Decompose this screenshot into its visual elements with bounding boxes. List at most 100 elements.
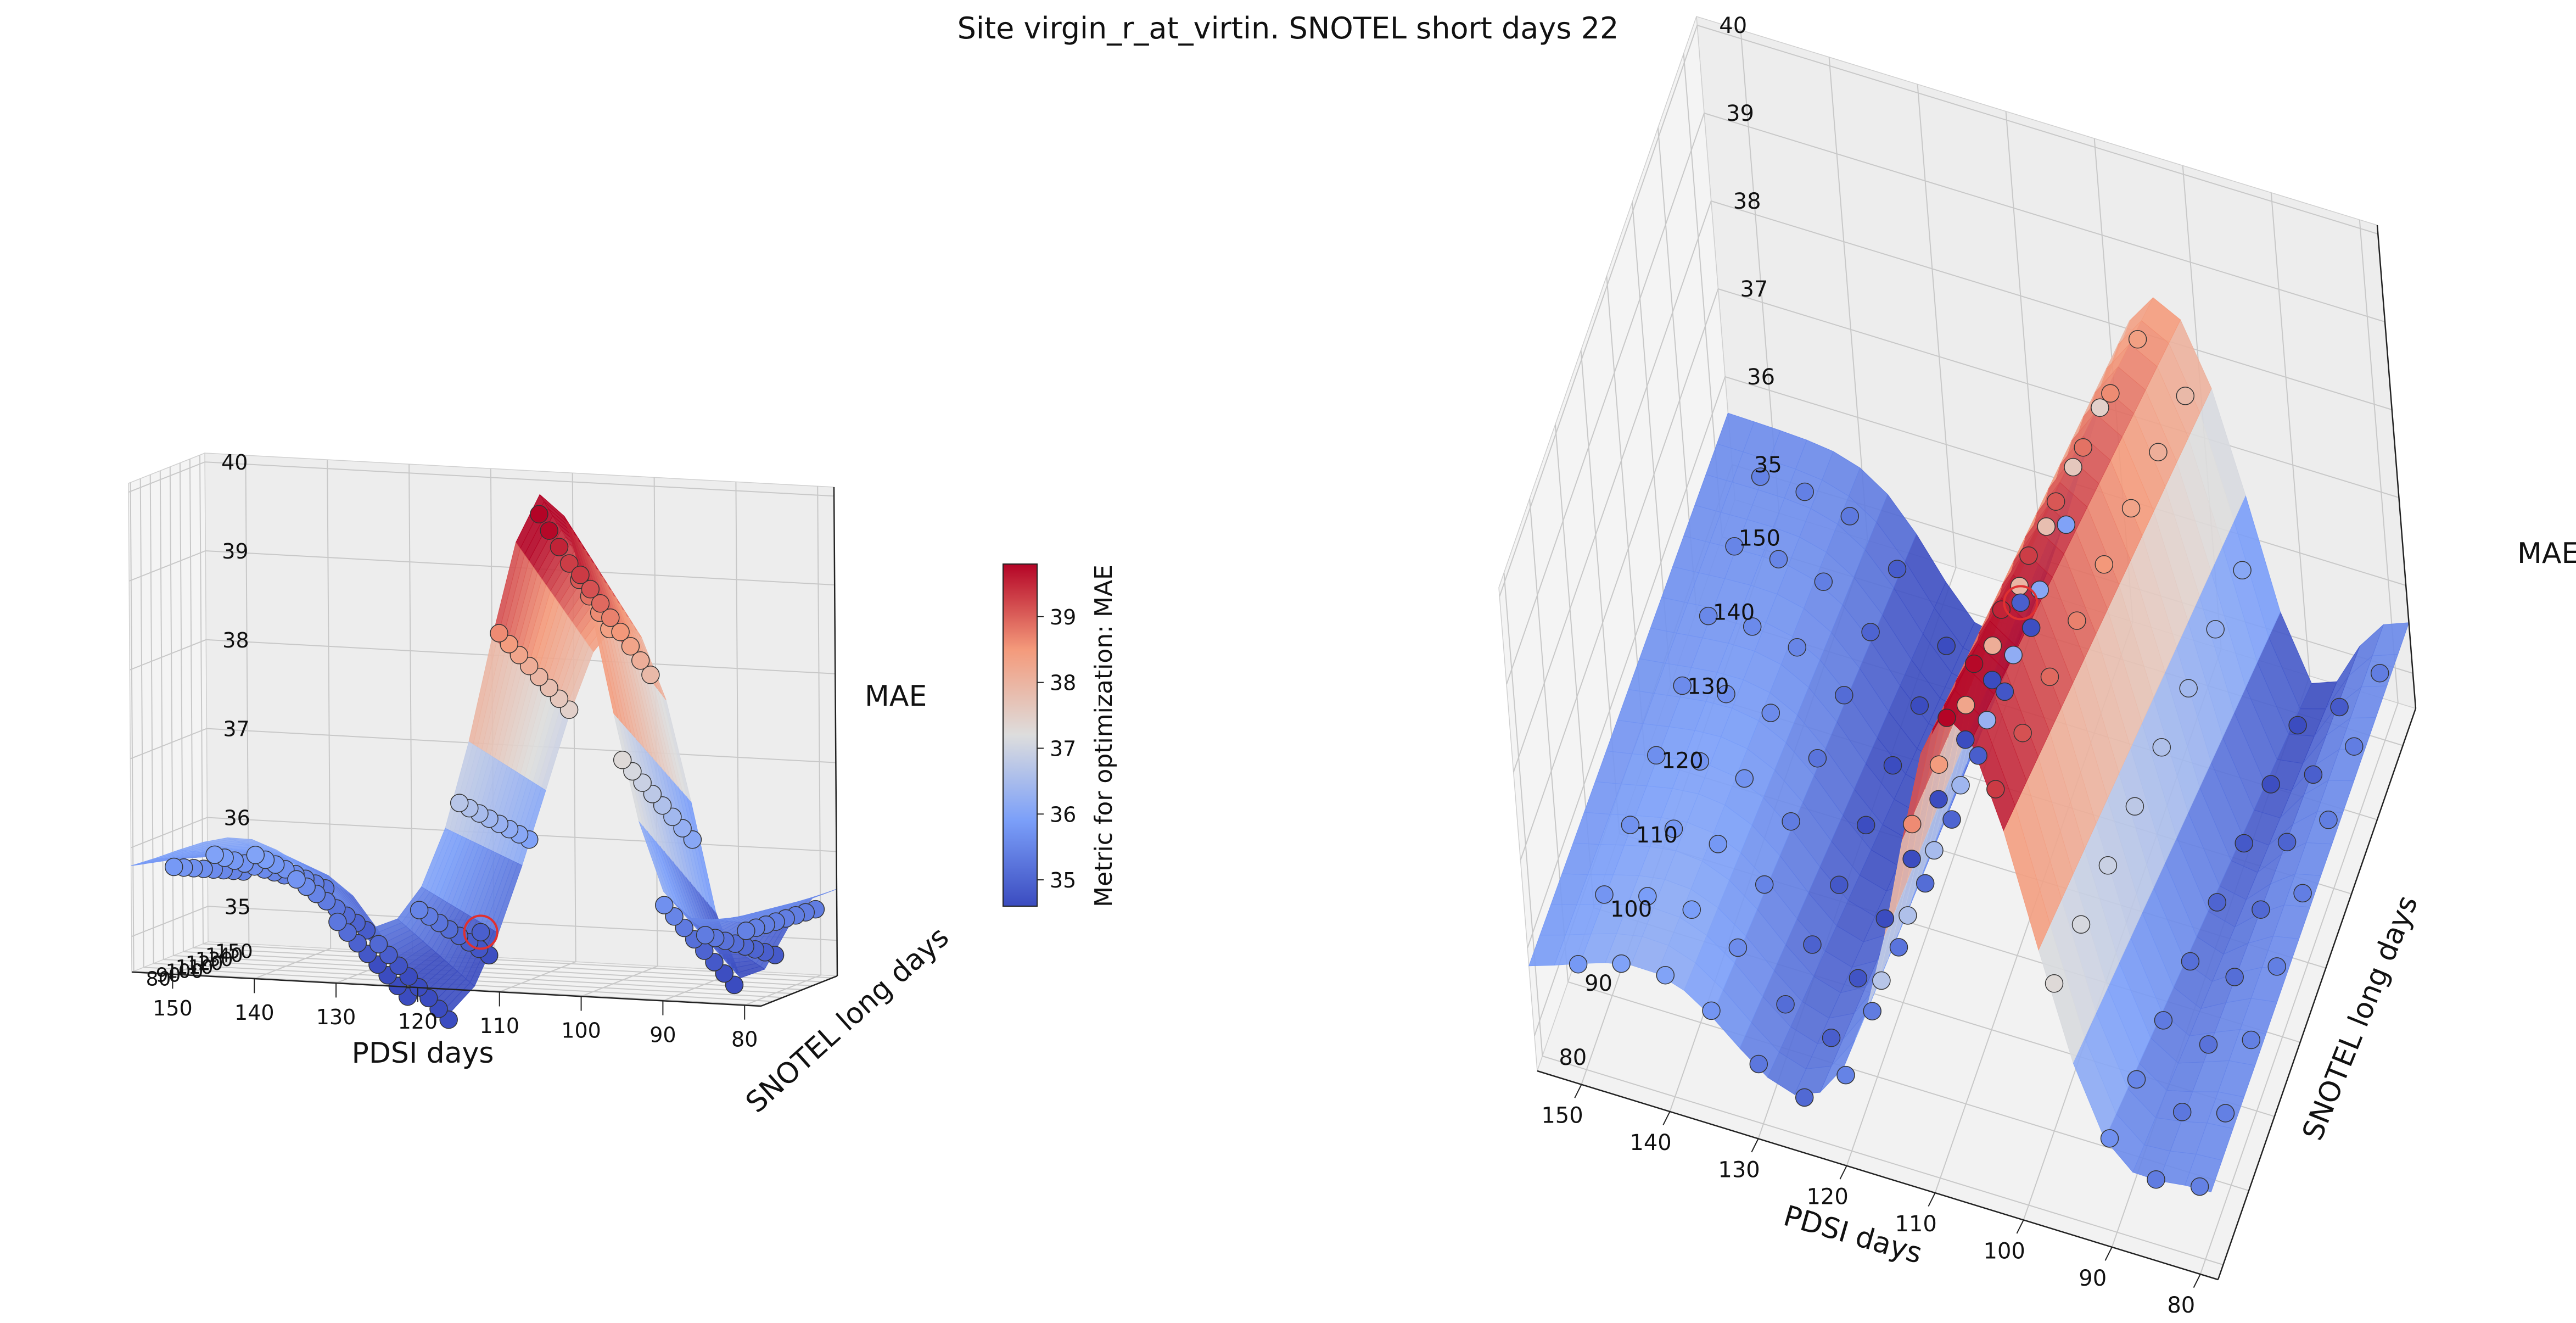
grid-line [1506,112,2385,685]
y-tick-label: 100 [166,960,204,983]
colorbar-gradient [1003,563,1038,907]
x-tick-label: 120 [1806,1185,1848,1210]
scatter-point [1836,1065,1855,1085]
left-3d-plot: 150 140 130 120 110 100 90 80809010011012013014… [128,450,955,1119]
z-tick-label: 38 [1733,189,1761,214]
grid-line [131,817,837,852]
scatter-point [581,580,600,599]
scatter-point [1755,875,1774,894]
scatter-point [611,623,630,641]
scatter-point [1910,696,1929,715]
scatter-point [2013,723,2032,743]
scatter-point [560,554,579,573]
x-tick-label: 150 [153,996,193,1020]
z-tick-label: 36 [1747,365,1775,390]
scatter-point [1889,938,1908,957]
scatter-point [1795,482,1814,501]
figure-title: Site virgin_r_at_virtin. SNOTEL short da… [957,11,1619,46]
x-tick [1839,1165,1847,1180]
scatter-point [1725,537,1744,556]
scatter-point [1749,1054,1768,1074]
x-axis-line [131,971,761,1007]
x-tick-label: 120 [398,1009,438,1034]
scatter-point [1942,810,1961,829]
x-tick-label: 140 [234,1001,275,1025]
scatter-point [1929,790,1948,809]
z-tick-label: 39 [222,539,248,563]
x-tick [1928,1192,1936,1207]
scatter-point [1709,835,1728,853]
scatter-point [631,651,650,670]
x-tick [1574,1084,1582,1098]
scatter-point [2181,952,2200,971]
scatter-point [1937,637,1956,655]
scatter-point [530,505,548,524]
scatter-point [2125,797,2144,816]
y-axis-line [2217,708,2417,1280]
grid-line [173,955,803,990]
y-tick-label: 140 [205,945,243,967]
z-tick-label: 40 [1719,13,1747,38]
scatter-point [328,912,347,931]
scatter-point [2304,765,2323,784]
scatter-point [1728,938,1748,957]
scatter-point [571,566,590,584]
scatter-point [2127,1070,2146,1089]
x-axis-line [1537,1070,2219,1281]
y-tick-label: 150 [1739,526,1780,551]
scatter-point [1769,550,1788,568]
y-tick-label: 80 [1559,1045,1587,1070]
z-tick-label: 37 [1740,277,1768,302]
scatter-point [2176,387,2195,405]
y-axis-line [760,975,838,1007]
scatter-point [1638,887,1657,906]
scatter-point [2252,900,2270,919]
scatter-point [2261,775,2280,794]
best-point [471,923,490,942]
scatter-point [1612,954,1631,973]
scatter-point [2074,438,2092,457]
scatter-point [2199,1035,2218,1054]
scatter-point [2235,834,2253,853]
scatter-point [2179,679,2198,698]
best-point-highlight [463,914,499,950]
scatter-point [369,935,388,953]
scatter-point [2128,330,2147,349]
scatter-point [2045,974,2064,993]
x-tick-label: 90 [649,1023,676,1047]
y-tick-label: 80 [146,968,171,991]
z-tick-label: 35 [1754,453,1782,478]
scatter-point [450,794,469,812]
scatter-point [2225,968,2244,986]
scatter-point [1702,1001,1721,1020]
scatter-point [410,901,429,919]
scatter-point [2030,580,2049,599]
x-tick [2016,1219,2024,1234]
grid-line [183,951,813,986]
scatter-point [1743,617,1762,636]
grid-line [130,482,135,972]
scatter-point [205,845,224,864]
scatter-point [2068,611,2086,630]
scatter-point [1986,780,2005,799]
grid-line [149,475,154,964]
scatter-point [246,846,265,864]
scatter-point [591,594,610,613]
scatter-point [2098,856,2118,875]
x-tick-label: 90 [2079,1266,2107,1291]
grid-line [159,471,164,960]
scatter-point [1951,776,1970,795]
scatter-point [1983,671,2002,689]
scatter-point [2064,457,2082,477]
scatter-point [1595,885,1614,904]
z-tick-label: 35 [225,895,251,919]
z-tick-label: 38 [222,628,249,652]
right-3d-plot: 150 140 130 120 110 100 90 80 80 90 100 110 120 130 14… [1498,13,2576,1318]
scatter-point [1937,708,1956,727]
scatter-point [1849,969,1868,987]
scatter-point [737,922,755,940]
x-tick-label: 150 [1541,1103,1583,1129]
colorbar-tick-label: 36 [1050,802,1076,827]
z-tick-label: 39 [1726,101,1754,126]
z-axis-label: MAE [2517,537,2576,570]
